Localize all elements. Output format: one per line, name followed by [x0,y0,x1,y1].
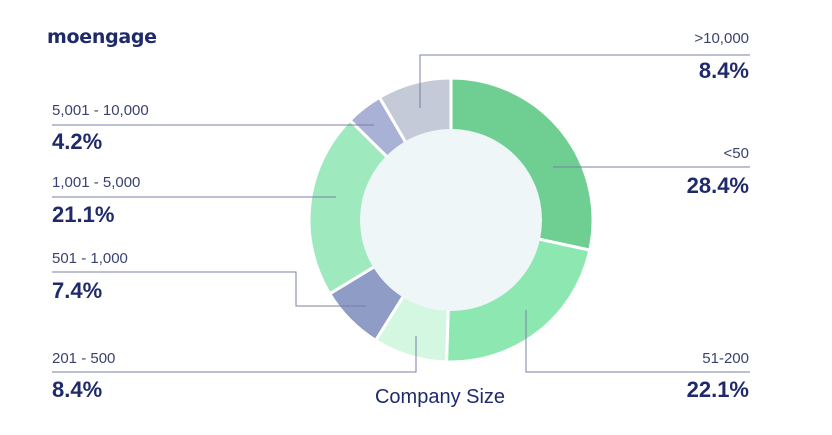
value-label-201-500: 8.4% [52,377,103,402]
category-label-lt50: <50 [723,145,749,162]
value-label-5001-10000: 4.2% [52,129,103,154]
chart-title: Company Size [374,386,506,408]
category-label-51-200: 51-200 [702,350,749,367]
value-label-1001-5000: 21.1% [52,202,115,227]
value-label-51-200: 22.1% [686,377,749,402]
leader-line-51-200 [525,310,750,373]
value-label-501-1000: 7.4% [52,278,103,303]
category-label-501-1000: 501 - 1,000 [52,250,128,267]
leader-line-201-500 [52,336,417,373]
value-label-gt10000: 8.4% [698,58,749,83]
category-label-201-500: 201 - 500 [52,350,116,367]
leader-line-gt10000 [419,54,750,108]
category-label-gt10000: >10,000 [694,30,749,47]
donut-center [360,129,542,311]
category-label-5001-10000: 5,001 - 10,000 [52,102,149,119]
moengage-logo: moengage [47,26,157,48]
leader-line-501-1000 [52,271,366,307]
category-label-1001-5000: 1,001 - 5,000 [52,174,141,191]
value-label-lt50: 28.4% [686,173,749,198]
